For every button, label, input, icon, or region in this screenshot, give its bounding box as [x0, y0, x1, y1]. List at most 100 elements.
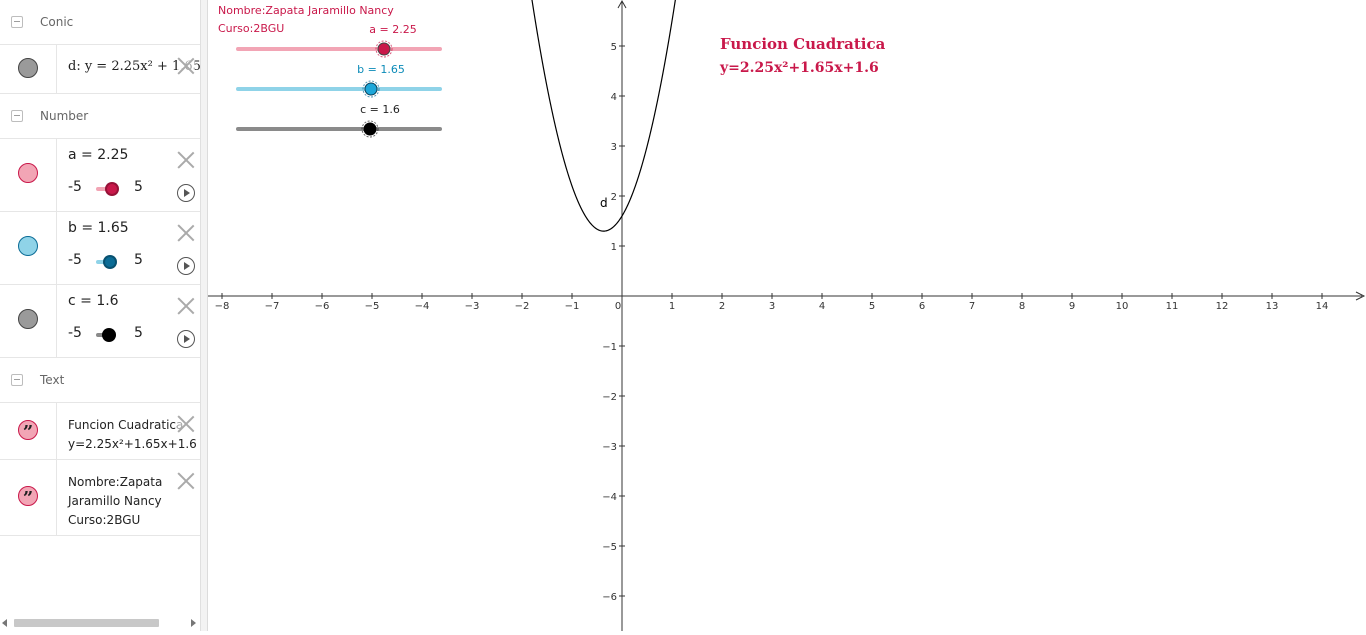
collapse-icon[interactable] [11, 374, 23, 386]
slider-max-label: 5 [134, 325, 143, 341]
scrollbar-thumb[interactable] [14, 619, 159, 627]
x-tick-label: 9 [1069, 301, 1075, 312]
y-tick-label: −4 [602, 492, 617, 503]
delete-icon[interactable] [177, 224, 195, 242]
slider-knob[interactable] [103, 255, 117, 269]
x-tick-label: 2 [719, 301, 725, 312]
x-tick-label: 6 [919, 301, 925, 312]
group-label-text: Text [40, 373, 65, 387]
slider-knob[interactable] [102, 328, 116, 342]
play-icon[interactable] [177, 184, 195, 202]
x-tick-label: −6 [315, 301, 330, 312]
delete-icon[interactable] [177, 297, 195, 315]
slider-knob[interactable] [377, 42, 391, 56]
graphics-view[interactable]: −8 −7 −6 −5 −4 −3 −2 −1 0 1 2 3 4 5 6 7 8 9 10 11 12 13 14 −6 −5… [208, 0, 1366, 631]
scroll-left-icon[interactable] [2, 619, 7, 627]
y-tick-label: 3 [611, 142, 617, 153]
x-tick-label: 7 [969, 301, 975, 312]
slider-label: a = 2.25 [369, 23, 416, 36]
x-tick-label: 11 [1166, 301, 1179, 312]
slider-b-definition[interactable]: b = 1.65 [68, 220, 129, 236]
x-tick-label: −8 [215, 301, 230, 312]
play-icon[interactable] [177, 330, 195, 348]
algebra-item-slider-b[interactable]: b = 1.65 -5 5 [0, 212, 200, 285]
slider-c-definition[interactable]: c = 1.6 [68, 293, 119, 309]
scroll-right-icon[interactable] [191, 619, 196, 627]
group-header-conic[interactable]: Conic [0, 0, 200, 45]
x-axis-arrow [1355, 291, 1366, 301]
y-tick-label: −2 [602, 392, 617, 403]
slider-knob[interactable] [363, 122, 377, 136]
group-header-number[interactable]: Number [0, 94, 200, 139]
slider-knob-halo [361, 120, 379, 138]
algebra-item-text-name[interactable]: ” Nombre:Zapata Jaramillo Nancy Curso:2B… [0, 460, 200, 536]
canvas-slider-a[interactable]: a = 2.25 [236, 23, 442, 58]
x-tick-label: 4 [819, 301, 825, 312]
slider-max-label: 5 [134, 179, 143, 195]
visibility-marble-icon[interactable] [18, 163, 38, 183]
delete-icon[interactable] [177, 415, 195, 433]
delete-icon[interactable] [177, 472, 195, 490]
view-divider[interactable] [201, 0, 208, 631]
horizontal-scrollbar[interactable] [0, 617, 200, 629]
canvas-slider-b[interactable]: b = 1.65 [236, 63, 442, 98]
delete-icon[interactable] [177, 57, 195, 75]
slider-min-label: -5 [68, 179, 82, 195]
algebra-item-conic-d[interactable]: d: y = 2.25x² + 1.65x + 1.6 [0, 45, 200, 94]
slider-label: c = 1.6 [360, 103, 400, 116]
delete-icon[interactable] [177, 151, 195, 169]
y-tick-label: 1 [611, 242, 617, 253]
slider-a-definition[interactable]: a = 2.25 [68, 147, 129, 163]
x-tick-label: −7 [265, 301, 280, 312]
y-tick-label: 2 [611, 192, 617, 203]
curve-label[interactable]: d [600, 196, 608, 210]
group-header-text[interactable]: Text [0, 358, 200, 403]
text-quote-icon[interactable]: ” [18, 486, 38, 509]
x-tick-label: 14 [1316, 301, 1329, 312]
course-text[interactable]: Curso:2BGU [218, 22, 285, 35]
y-tick-label: −3 [602, 442, 617, 453]
algebra-item-text-title[interactable]: ” Funcion Cuadratica y=2.25x²+1.65x+1.6 [0, 403, 200, 460]
y-tick-label: 4 [611, 92, 617, 103]
title-text[interactable]: Funcion Cuadratica [720, 35, 886, 53]
x-tick-label: −1 [565, 301, 580, 312]
x-tick-label: 12 [1216, 301, 1229, 312]
y-axis-arrow [617, 0, 627, 9]
x-tick-label: 1 [669, 301, 675, 312]
group-label-number: Number [40, 109, 89, 123]
coordinate-plane[interactable]: −8 −7 −6 −5 −4 −3 −2 −1 0 1 2 3 4 5 6 7 8 9 10 11 12 13 14−6−5… [208, 0, 1366, 631]
slider-knob-halo [375, 40, 393, 58]
slider-label: b = 1.65 [357, 63, 405, 76]
equation-text[interactable]: y=2.25x²+1.65x+1.6 [720, 60, 879, 76]
x-tick-label: −3 [465, 301, 480, 312]
visibility-marble-icon[interactable] [18, 236, 38, 256]
parabola-curve[interactable] [525, 0, 683, 232]
text-title-line2[interactable]: y=2.25x²+1.65x+1.6 [68, 437, 197, 451]
slider-knob[interactable] [364, 82, 378, 96]
x-tick-label: 5 [869, 301, 875, 312]
canvas-slider-c[interactable]: c = 1.6 [236, 103, 442, 138]
text-title-line1[interactable]: Funcion Cuadratica [68, 418, 184, 432]
y-tick-label: −6 [602, 592, 617, 603]
text-quote-icon[interactable]: ” [18, 420, 38, 443]
visibility-marble-icon[interactable] [18, 309, 38, 329]
text-name-line3[interactable]: Curso:2BGU [68, 513, 141, 527]
x-tick-label: −5 [365, 301, 380, 312]
algebra-item-slider-a[interactable]: a = 2.25 -5 5 [0, 139, 200, 212]
algebra-item-slider-c[interactable]: c = 1.6 -5 5 [0, 285, 200, 358]
x-tick-label: 10 [1116, 301, 1129, 312]
y-tick-label: 5 [611, 42, 617, 53]
visibility-marble-icon[interactable] [18, 58, 38, 78]
slider-min-label: -5 [68, 325, 82, 341]
collapse-icon[interactable] [11, 110, 23, 122]
collapse-icon[interactable] [11, 16, 23, 28]
x-tick-label: 13 [1266, 301, 1279, 312]
text-name-line1[interactable]: Nombre:Zapata [68, 475, 163, 489]
conic-definition[interactable]: d: y = 2.25x² + 1.65x + 1.6 [68, 59, 200, 74]
play-icon[interactable] [177, 257, 195, 275]
slider-knob-halo [362, 80, 380, 98]
name-text[interactable]: Nombre:Zapata Jaramillo Nancy [218, 4, 394, 17]
x-tick-label: 8 [1019, 301, 1025, 312]
text-name-line2[interactable]: Jaramillo Nancy [68, 494, 162, 508]
slider-knob[interactable] [105, 182, 119, 196]
